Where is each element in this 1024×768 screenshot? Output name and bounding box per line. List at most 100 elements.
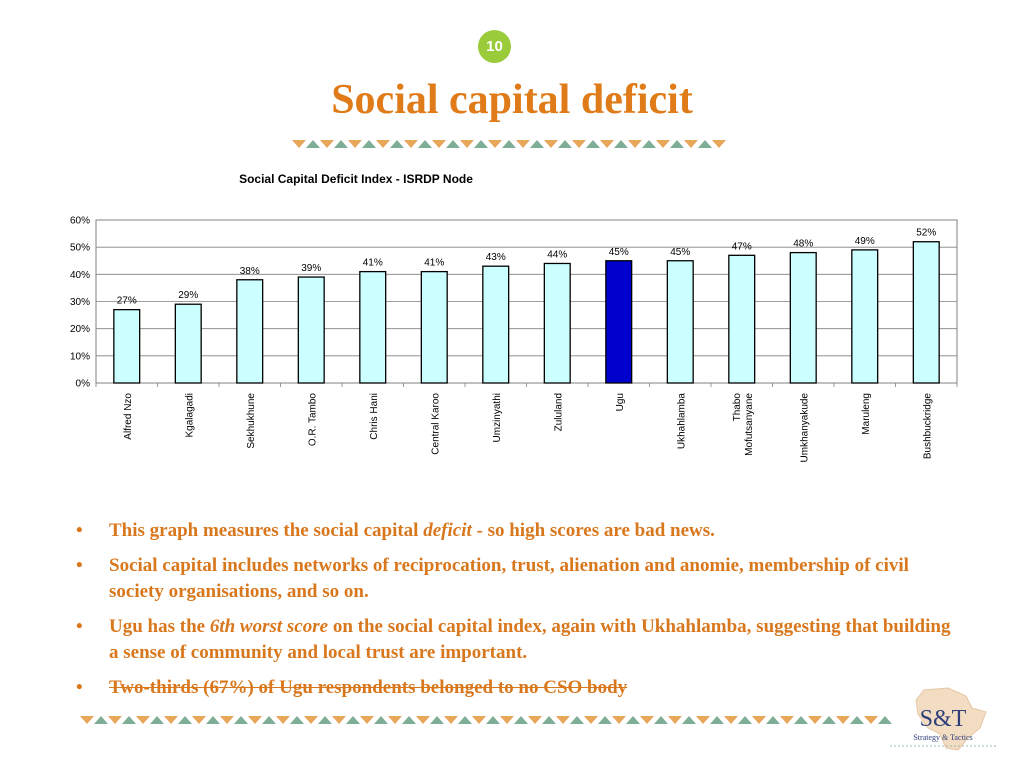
decorative-triangle xyxy=(738,716,752,724)
decorative-triangle xyxy=(290,716,304,724)
svg-text:ThaboMofutsanyane: ThaboMofutsanyane xyxy=(732,393,755,456)
bullet-item-3: Ugu has the 6th worst score on the socia… xyxy=(76,614,956,666)
x-tick-label: Kgalagadi xyxy=(184,393,195,437)
decorative-triangle xyxy=(556,716,570,724)
decorative-triangle xyxy=(362,140,376,148)
decorative-triangle xyxy=(430,716,444,724)
y-tick-label: 0% xyxy=(76,379,91,390)
svg-text:Ugu: Ugu xyxy=(615,393,626,411)
decorative-triangle xyxy=(628,140,642,148)
decorative-triangle xyxy=(402,716,416,724)
decorative-triangle xyxy=(864,716,878,724)
decorative-triangle xyxy=(292,140,306,148)
x-tick-label: Chris Hani xyxy=(369,393,380,440)
decorative-triangle xyxy=(836,716,850,724)
x-tick-label: Ukhahlamba xyxy=(676,393,687,450)
decorative-triangle xyxy=(80,716,94,724)
data-label: 44% xyxy=(547,249,567,260)
data-label: 49% xyxy=(855,236,875,247)
decorative-triangle xyxy=(698,140,712,148)
decorative-triangle xyxy=(712,140,726,148)
decorative-triangle xyxy=(332,716,346,724)
logo-main-text: S&T xyxy=(920,706,967,732)
x-tick-label: Sekhukhune xyxy=(246,393,257,449)
data-label: 52% xyxy=(916,228,936,239)
decorative-triangle xyxy=(220,716,234,724)
decorative-triangle xyxy=(320,140,334,148)
decorative-triangle xyxy=(584,716,598,724)
x-tick-label: Umzinyathi xyxy=(492,393,503,442)
decorative-triangle xyxy=(318,716,332,724)
decorative-triangle xyxy=(710,716,724,724)
bullet-item-1: This graph measures the social capital d… xyxy=(76,518,956,544)
company-logo: S&T Strategy & Tactics xyxy=(890,687,996,751)
decorative-triangle-border xyxy=(292,140,726,148)
bar xyxy=(543,262,571,384)
decorative-triangle xyxy=(530,140,544,148)
data-label: 27% xyxy=(117,296,137,307)
x-tick-label: Umkhanyakude xyxy=(799,393,810,463)
decorative-triangle xyxy=(696,716,710,724)
slide-title: Social capital deficit xyxy=(331,77,693,123)
decorative-triangle xyxy=(516,140,530,148)
decorative-triangle xyxy=(360,716,374,724)
data-label: 41% xyxy=(424,258,444,269)
decorative-triangle xyxy=(458,716,472,724)
bar xyxy=(666,260,694,384)
bullet-list: This graph measures the social capital d… xyxy=(76,518,956,710)
decorative-triangle xyxy=(432,140,446,148)
svg-text:Maruleng: Maruleng xyxy=(861,393,872,435)
data-label: 38% xyxy=(240,266,260,277)
bar xyxy=(236,279,264,384)
decorative-triangle xyxy=(348,140,362,148)
data-label: 47% xyxy=(732,241,752,252)
decorative-triangle xyxy=(488,140,502,148)
decorative-triangle xyxy=(474,140,488,148)
data-label: 39% xyxy=(301,263,321,274)
x-tick-label: Alfred Nzo xyxy=(123,393,134,440)
bar xyxy=(174,303,202,384)
bar-chart: Social Capital Deficit Index - ISRDP Nod… xyxy=(70,172,958,463)
chart-title: Social Capital Deficit Index - ISRDP Nod… xyxy=(239,172,473,186)
decorative-triangle xyxy=(472,716,486,724)
bar xyxy=(113,308,141,384)
decorative-triangle xyxy=(136,716,150,724)
data-label: 48% xyxy=(793,239,813,250)
decorative-triangle xyxy=(528,716,542,724)
y-tick-label: 60% xyxy=(70,216,90,227)
decorative-triangle xyxy=(558,140,572,148)
decorative-triangle xyxy=(600,140,614,148)
x-tick-label: Maruleng xyxy=(861,393,872,435)
decorative-triangle xyxy=(668,716,682,724)
decorative-triangle xyxy=(444,716,458,724)
decorative-triangle xyxy=(390,140,404,148)
svg-text:Kgalagadi: Kgalagadi xyxy=(184,393,195,437)
x-tick-label: ThaboMofutsanyane xyxy=(732,393,755,456)
decorative-triangle xyxy=(612,716,626,724)
y-tick-label: 30% xyxy=(70,297,90,308)
decorative-triangle xyxy=(640,716,654,724)
bar xyxy=(605,260,633,384)
bar xyxy=(420,270,448,384)
decorative-triangle xyxy=(878,716,892,724)
decorative-triangle xyxy=(192,716,206,724)
bar xyxy=(482,265,510,384)
decorative-triangle xyxy=(248,716,262,724)
decorative-triangle xyxy=(822,716,836,724)
decorative-triangle xyxy=(234,716,248,724)
decorative-triangle xyxy=(262,716,276,724)
decorative-triangle xyxy=(446,140,460,148)
decorative-triangle xyxy=(670,140,684,148)
decorative-triangle xyxy=(850,716,864,724)
svg-text:Ukhahlamba: Ukhahlamba xyxy=(676,393,687,450)
decorative-triangle xyxy=(808,716,822,724)
decorative-triangle xyxy=(682,716,696,724)
decorative-triangle xyxy=(614,140,628,148)
decorative-triangle xyxy=(416,716,430,724)
decorative-triangle xyxy=(642,140,656,148)
data-label: 29% xyxy=(178,290,198,301)
decorative-triangle xyxy=(374,716,388,724)
decorative-triangle xyxy=(654,716,668,724)
bullet-item-2: Social capital includes networks of reci… xyxy=(76,553,956,605)
bar xyxy=(728,254,756,384)
